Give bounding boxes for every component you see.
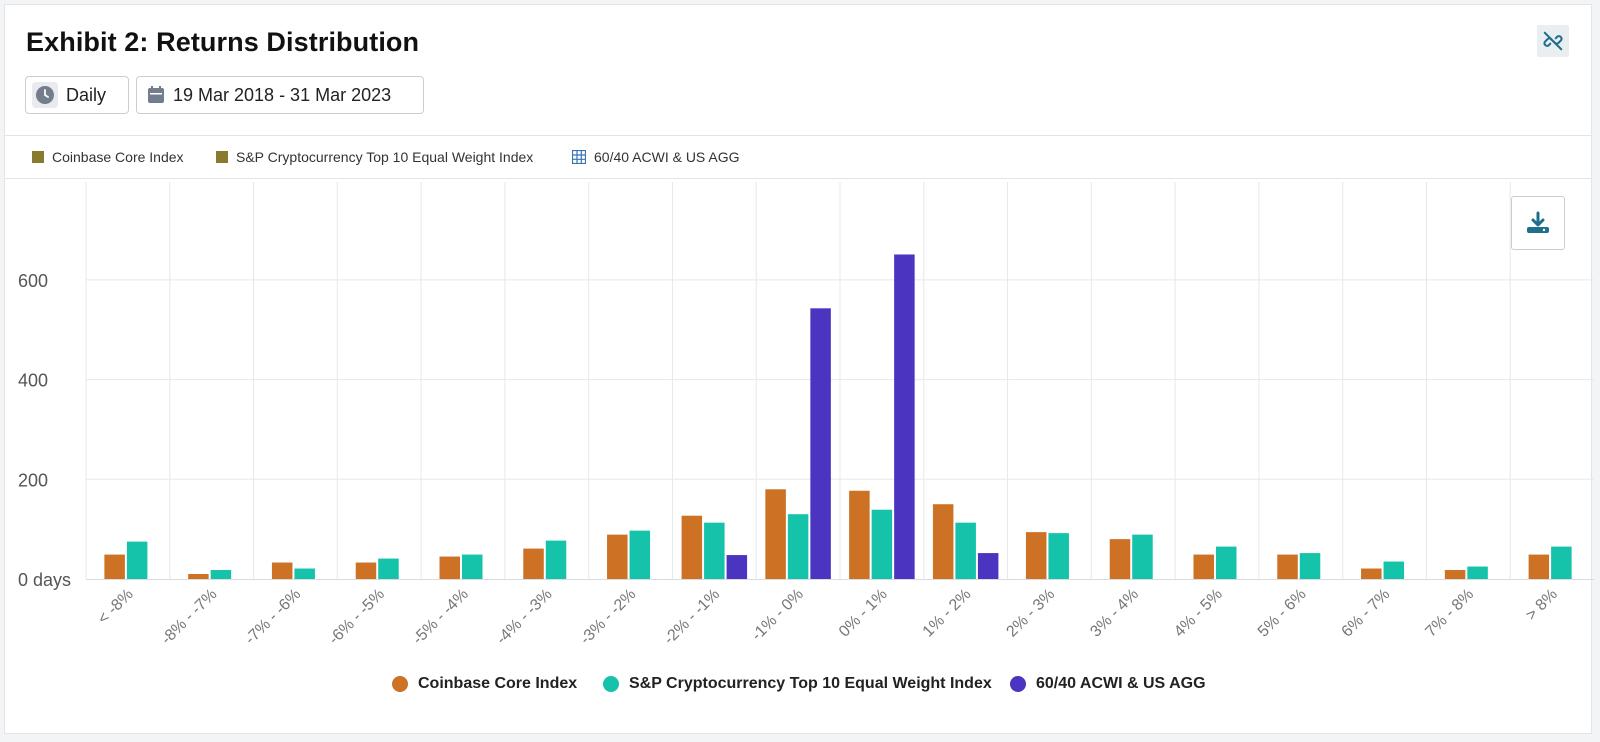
x-tick-label: < -8%: [95, 586, 137, 628]
y-tick-label: 600: [18, 271, 48, 291]
bar-coinbase: [271, 562, 293, 579]
legend-toggle-sp-crypto[interactable]: S&P Cryptocurrency Top 10 Equal Weight I…: [216, 136, 533, 178]
bar-sp-crypto: [1216, 546, 1237, 579]
bar-coinbase: [1193, 554, 1214, 579]
x-tick-label: 7% - 8%: [1422, 586, 1477, 641]
bar-sp-crypto: [871, 509, 893, 579]
date-range-picker[interactable]: 19 Mar 2018 - 31 Mar 2023: [136, 76, 424, 114]
bar-coinbase: [607, 534, 628, 579]
chart-card: Exhibit 2: Returns Distribution Daily: [4, 4, 1592, 734]
legend-dot: [603, 676, 619, 692]
x-tick-label: 6% - 7%: [1339, 586, 1394, 641]
bar-coinbase: [932, 504, 954, 579]
bar-sp-crypto: [378, 558, 399, 579]
bar-sp-crypto: [462, 554, 483, 579]
bar-coinbase: [104, 554, 125, 579]
x-tick-label: -6% - -5%: [326, 586, 388, 648]
legend-square-icon: [216, 151, 228, 163]
bar-sp-crypto: [1383, 561, 1405, 579]
bar-sp-crypto: [294, 568, 315, 579]
bar-6040: [977, 553, 999, 579]
bar-coinbase: [439, 556, 460, 579]
bar-6040: [894, 254, 915, 579]
x-tick-label: 1% - 2%: [920, 586, 975, 641]
legend-dot: [1010, 676, 1026, 692]
legend-item-coinbase[interactable]: Coinbase Core Index: [392, 672, 577, 696]
chart-title: Exhibit 2: Returns Distribution: [26, 27, 420, 57]
bar-coinbase: [1361, 568, 1382, 579]
bar-6040: [726, 555, 748, 579]
bar-coinbase: [355, 562, 377, 579]
bar-coinbase: [1277, 554, 1298, 579]
legend-toggle-6040[interactable]: 60/40 ACWI & US AGG: [572, 136, 740, 178]
y-tick-label: 200: [18, 470, 48, 490]
bar-6040: [810, 308, 831, 579]
bar-sp-crypto: [1551, 546, 1572, 579]
bar-coinbase: [1528, 554, 1550, 579]
table-grid-icon: [572, 150, 586, 164]
bottom-legend: Coinbase Core Index S&P Cryptocurrency T…: [0, 672, 1600, 696]
frequency-label: Daily: [66, 84, 107, 105]
bar-sp-crypto: [1467, 566, 1488, 579]
x-tick-label: 5% - 6%: [1255, 586, 1310, 641]
bar-coinbase: [849, 490, 870, 579]
unlink-icon: [1543, 31, 1563, 51]
bar-sp-crypto: [1299, 553, 1321, 579]
download-icon: [1527, 211, 1549, 233]
legend-item-sp-crypto[interactable]: S&P Cryptocurrency Top 10 Equal Weight I…: [603, 672, 992, 696]
download-button[interactable]: [1511, 196, 1565, 250]
y-tick-label: 400: [18, 371, 48, 391]
x-tick-label: 0% - 1%: [836, 586, 891, 641]
bar-sp-crypto: [210, 570, 232, 579]
x-tick-label: 4% - 5%: [1171, 586, 1226, 641]
bar-sp-crypto: [1048, 533, 1069, 579]
x-tick-label: -5% - -4%: [410, 586, 472, 648]
date-range-label: 19 Mar 2018 - 31 Mar 2023: [173, 84, 392, 105]
frequency-dropdown[interactable]: Daily: [25, 76, 129, 114]
legend-item-6040[interactable]: 60/40 ACWI & US AGG: [1010, 672, 1206, 696]
bar-coinbase: [1025, 532, 1047, 579]
x-tick-label: -2% - -1%: [661, 586, 723, 648]
x-tick-label: 3% - 4%: [1087, 586, 1142, 641]
x-tick-label: -3% - -2%: [577, 586, 639, 648]
bar-coinbase: [681, 515, 703, 579]
bar-sp-crypto: [1132, 534, 1153, 579]
unlink-button[interactable]: [1537, 25, 1569, 57]
clock-icon: [36, 86, 54, 104]
legend-toggle-coinbase[interactable]: Coinbase Core Index: [32, 136, 184, 178]
x-tick-label: -8% - -7%: [158, 586, 220, 648]
series-toggle-legend: Coinbase Core Index S&P Cryptocurrency T…: [5, 135, 1591, 179]
legend-dot: [392, 676, 408, 692]
bar-sp-crypto: [629, 530, 651, 579]
bar-sp-crypto: [787, 514, 809, 579]
bar-coinbase: [523, 548, 544, 579]
bar-sp-crypto: [704, 522, 725, 579]
calendar-icon: [148, 86, 164, 103]
legend-square-icon: [32, 151, 44, 163]
bar-sp-crypto: [955, 522, 976, 579]
x-tick-label: -1% - 0%: [748, 586, 807, 645]
bar-sp-crypto: [545, 540, 567, 579]
bar-coinbase: [765, 489, 786, 579]
x-tick-label: > 8%: [1523, 586, 1561, 624]
bar-sp-crypto: [126, 541, 148, 579]
y-tick-label: 0 days: [18, 570, 71, 590]
bar-coinbase: [1444, 570, 1466, 579]
x-tick-label: -4% - -3%: [493, 586, 555, 648]
bar-coinbase: [1109, 539, 1131, 579]
x-tick-label: -7% - -6%: [242, 586, 304, 648]
x-tick-label: 2% - 3%: [1003, 586, 1058, 641]
bar-coinbase: [188, 574, 209, 579]
